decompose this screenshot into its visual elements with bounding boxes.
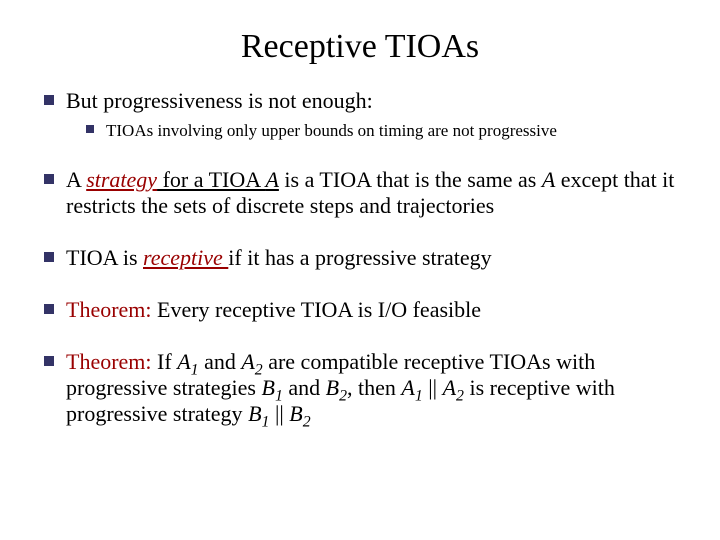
b2-A1: A [265, 167, 278, 192]
bullet-list: But progressiveness is not enough: TIOAs… [40, 88, 680, 427]
b5-A1: A [177, 349, 190, 374]
b5-and1: and [199, 349, 242, 374]
b5-A1b: A [401, 375, 414, 400]
b5-and2: and [283, 375, 326, 400]
b5-B2-sub: 2 [339, 387, 347, 404]
slide-title: Receptive TIOAs [40, 28, 680, 66]
b5-A2b: A [443, 375, 456, 400]
b5-bars1: || [423, 375, 443, 400]
bullet-5: Theorem: If A1 and A2 are compatible rec… [40, 349, 680, 427]
b5-B2: B [326, 375, 339, 400]
slide: Receptive TIOAs But progressiveness is n… [0, 0, 720, 473]
bullet-1: But progressiveness is not enough: TIOAs… [40, 88, 680, 141]
b3-pre: TIOA is [66, 245, 143, 270]
bullet-3: TIOA is receptive if it has a progressiv… [40, 245, 680, 271]
b5-B1b: B [248, 401, 261, 426]
b5-B1: B [262, 375, 275, 400]
b2-mid2: is a TIOA that is the same as [279, 167, 542, 192]
b3-term: receptive [143, 245, 228, 270]
b5-A2: A [241, 349, 254, 374]
b2-term: strategy [86, 167, 157, 192]
bullet-1-text: But progressiveness is not enough: [66, 88, 373, 113]
b4-label: Theorem: [66, 297, 152, 322]
bullet-4: Theorem: Every receptive TIOA is I/O fea… [40, 297, 680, 323]
bullet-1-sub-1: TIOAs involving only upper bounds on tim… [84, 120, 680, 141]
b2-A2: A [542, 167, 555, 192]
b5-A1b-sub: 1 [415, 387, 423, 404]
b5-B2b: B [289, 401, 302, 426]
bullet-2: A strategy for a TIOA A is a TIOA that i… [40, 167, 680, 219]
b2-mid1: for a TIOA [157, 167, 265, 192]
b5-p1: If [152, 349, 178, 374]
b4-text: Every receptive TIOA is I/O feasible [152, 297, 481, 322]
b5-A2b-sub: 2 [456, 387, 464, 404]
bullet-1-sublist: TIOAs involving only upper bounds on tim… [84, 120, 680, 141]
b5-bars2: || [269, 401, 289, 426]
b2-pre: A [66, 167, 86, 192]
b3-post: if it has a progressive strategy [228, 245, 491, 270]
b5-label: Theorem: [66, 349, 152, 374]
b5-p3: , then [347, 375, 401, 400]
b5-B2b-sub: 2 [303, 413, 311, 430]
